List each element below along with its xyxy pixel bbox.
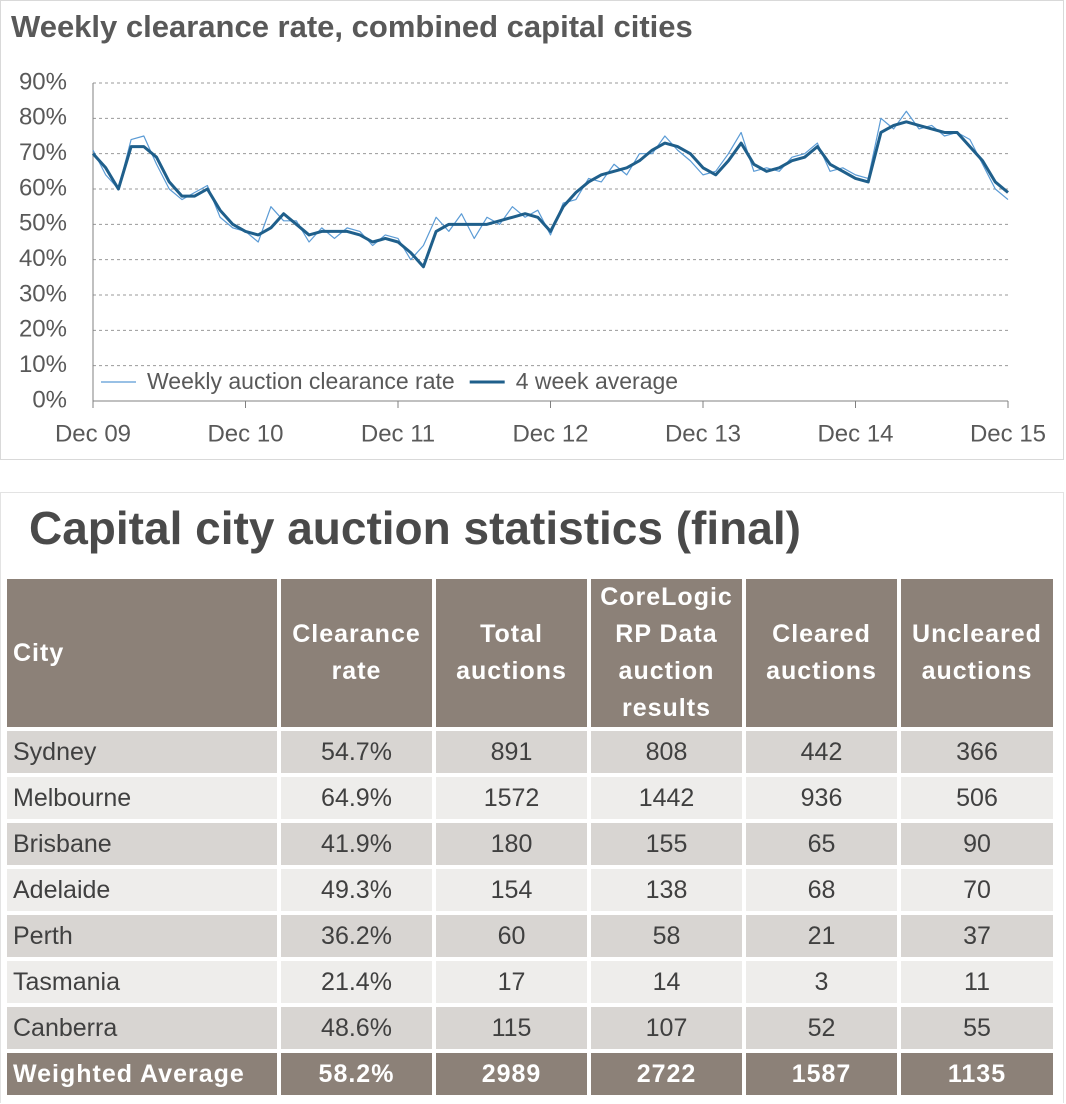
table-cell: Melbourne	[7, 777, 277, 819]
x-tick-label: Dec 13	[665, 420, 741, 447]
x-tick-label: Dec 12	[512, 420, 588, 447]
line-series	[92, 110, 1009, 261]
table-cell: 442	[746, 731, 897, 773]
table-cell: 54.7%	[281, 731, 432, 773]
x-tick-label: Dec 14	[817, 420, 893, 447]
table-cell: 41.9%	[281, 823, 432, 865]
table-cell: 58	[591, 915, 742, 957]
y-tick-label: 20%	[19, 316, 67, 343]
chart-panel: Weekly clearance rate, combined capital …	[0, 0, 1064, 460]
header-row: City Clearance rate Total auctions CoreLogi…	[7, 579, 1053, 727]
table-cell: Canberra	[7, 1007, 277, 1049]
header-cell: City	[7, 579, 277, 727]
table-cell: 21.4%	[281, 961, 432, 1003]
table-cell: 14	[591, 961, 742, 1003]
table-row: Brisbane 41.9% 180 155 65 90	[7, 823, 1053, 865]
y-tick-label: 60%	[19, 174, 67, 201]
table-cell: 17	[436, 961, 587, 1003]
table-cell: 366	[901, 731, 1053, 773]
table-row: Melbourne 64.9% 1572 1442 936 506	[7, 777, 1053, 819]
table-panel: Capital city auction statistics (final) …	[0, 492, 1064, 1103]
footer-cell: 2722	[591, 1053, 742, 1095]
table-cell: 48.6%	[281, 1007, 432, 1049]
table-cell: Brisbane	[7, 823, 277, 865]
footer-cell: Weighted Average	[7, 1053, 277, 1095]
table-cell: Perth	[7, 915, 277, 957]
chart-title: Weekly clearance rate, combined capital …	[11, 9, 693, 44]
line-series	[91, 120, 1009, 269]
table-cell: 68	[746, 869, 897, 911]
table-cell: 64.9%	[281, 777, 432, 819]
y-tick-label: 80%	[19, 104, 67, 131]
header-cell: Clearance rate	[281, 579, 432, 727]
table-cell: 1572	[436, 777, 587, 819]
legend-label: 4 week average	[516, 368, 678, 394]
header-cell: Cleared auctions	[746, 579, 897, 727]
y-tick-label: 10%	[19, 351, 67, 378]
table-cell: 55	[901, 1007, 1053, 1049]
table-cell: 154	[436, 869, 587, 911]
table-title: Capital city auction statistics (final)	[29, 502, 801, 554]
table-cell: 36.2%	[281, 915, 432, 957]
y-tick-label: 40%	[19, 245, 67, 272]
x-tick-label: Dec 15	[970, 420, 1046, 447]
y-tick-label: 30%	[19, 280, 67, 307]
table-cell: Adelaide	[7, 869, 277, 911]
y-tick-label: 50%	[19, 210, 67, 237]
table-cell: 180	[436, 823, 587, 865]
table-cell: 65	[746, 823, 897, 865]
table-cell: 936	[746, 777, 897, 819]
footer-cell: 58.2%	[281, 1053, 432, 1095]
header-cell: CoreLogic RP Data auction results	[591, 579, 742, 727]
table-cell: 808	[591, 731, 742, 773]
table-cell: 1442	[591, 777, 742, 819]
table-row: Canberra 48.6% 115 107 52 55	[7, 1007, 1053, 1049]
table-cell: 52	[746, 1007, 897, 1049]
footer-cell: 1135	[901, 1053, 1053, 1095]
table-cell: 3	[746, 961, 897, 1003]
y-tick-label: 0%	[32, 386, 67, 413]
table-cell: 107	[591, 1007, 742, 1049]
x-tick-label: Dec 11	[361, 420, 435, 447]
footer-row: Weighted Average 58.2% 2989 2722 1587 1135	[7, 1053, 1053, 1095]
table-cell: 21	[746, 915, 897, 957]
table-cell: Sydney	[7, 731, 277, 773]
footer-cell: 2989	[436, 1053, 587, 1095]
table-cell: 138	[591, 869, 742, 911]
x-tick-label: Dec 09	[55, 420, 131, 447]
table-cell: 60	[436, 915, 587, 957]
table-cell: 155	[591, 823, 742, 865]
table-cell: 115	[436, 1007, 587, 1049]
table-cell: 70	[901, 869, 1053, 911]
y-tick-label: 90%	[19, 68, 67, 95]
chart: Weekly clearance rate, combined capital …	[11, 9, 1046, 447]
table-row: Tasmania 21.4% 17 14 3 11	[7, 961, 1053, 1003]
table-cell: 11	[901, 961, 1053, 1003]
table-row: Sydney 54.7% 891 808 442 366	[7, 731, 1053, 773]
x-tick-label: Dec 10	[207, 420, 283, 447]
table-cell: 49.3%	[281, 869, 432, 911]
table-body: Sydney 54.7% 891 808 442 366 Melbourne 64.9% 157…	[7, 731, 1053, 1049]
table-row: Perth 36.2% 60 58 21 37	[7, 915, 1053, 957]
header-cell: Uncleared auctions	[901, 579, 1053, 727]
table-cell: 891	[436, 731, 587, 773]
table-cell: Tasmania	[7, 961, 277, 1003]
legend-label: Weekly auction clearance rate	[147, 368, 455, 394]
table-cell: 37	[901, 915, 1053, 957]
table-cell: 90	[901, 823, 1053, 865]
table-cell: 506	[901, 777, 1053, 819]
footer-cell: 1587	[746, 1053, 897, 1095]
y-tick-label: 70%	[19, 139, 67, 166]
header-cell: Total auctions	[436, 579, 587, 727]
table-row: Adelaide 49.3% 154 138 68 70	[7, 869, 1053, 911]
table: City Clearance rate Total auctions CoreLogi…	[3, 575, 1057, 1099]
